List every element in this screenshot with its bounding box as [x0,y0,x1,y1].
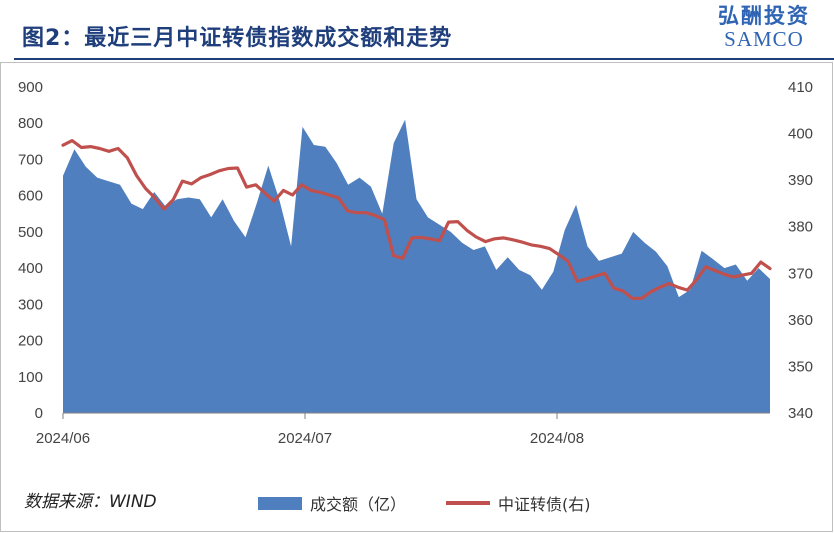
plot-area [61,119,772,413]
legend-swatch-volume [258,496,302,510]
right-tick-label: 370 [788,265,813,282]
chart-frame [0,62,833,532]
legend-label-volume: 成交额（亿） [310,495,407,514]
x-tick-label: 2024/08 [530,430,584,447]
left-tick-label: 900 [18,79,43,96]
right-tick-label: 340 [788,405,813,422]
legend-label-index: 中证转债(右) [498,495,591,514]
right-tick-label: 390 [788,172,813,189]
left-tick-label: 800 [18,115,43,132]
left-y-axis: 0 100 200 300 400 500 600 700 800 900 [18,79,43,422]
right-tick-label: 410 [788,79,813,96]
right-tick-label: 360 [788,312,813,329]
x-tick-label: 2024/07 [278,430,332,447]
right-tick-label: 350 [788,358,813,375]
legend: 成交额（亿） 中证转债(右) [258,491,591,515]
left-tick-label: 700 [18,151,43,168]
right-tick-label: 380 [788,219,813,236]
brand-name-cn: 弘酬投资 [718,4,810,28]
right-y-axis: 340 350 360 370 380 390 400 410 [788,79,813,422]
brand-name-en: SAMCO [724,27,804,51]
data-source: 数据来源：WIND [24,492,157,512]
brand-logo: 弘酬投资 SAMCO [718,4,810,50]
index-line [61,139,772,300]
x-axis: 2024/06 2024/07 2024/08 [36,412,770,447]
left-tick-label: 500 [18,224,43,241]
left-tick-label: 300 [18,296,43,313]
left-tick-label: 0 [35,405,43,422]
legend-swatch-index [446,501,491,505]
volume-area [63,119,770,413]
left-tick-label: 100 [18,369,43,386]
chart-title: 图2：最近三月中证转债指数成交额和走势 [22,26,453,51]
left-tick-label: 400 [18,260,43,277]
left-tick-label: 200 [18,333,43,350]
title-rule [14,58,834,60]
x-tick-label: 2024/06 [36,430,90,447]
left-tick-label: 600 [18,188,43,205]
right-tick-label: 400 [788,126,813,143]
